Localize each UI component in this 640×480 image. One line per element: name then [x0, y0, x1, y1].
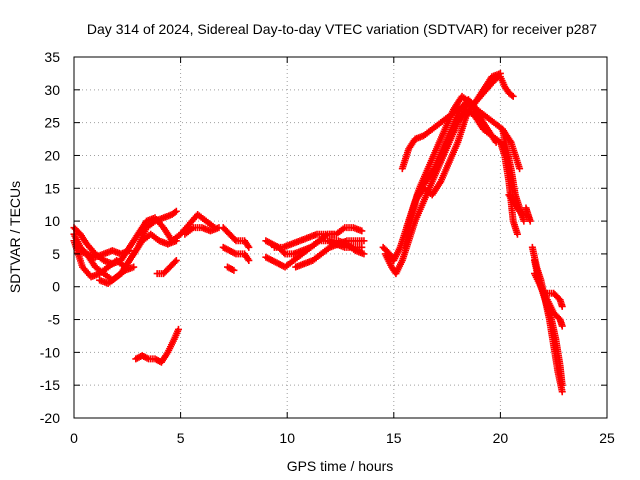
data-point-marker — [558, 381, 566, 389]
y-tick-label: -5 — [48, 312, 61, 328]
data-point-marker — [230, 266, 238, 274]
data-point-marker — [516, 165, 524, 173]
data-point-marker — [520, 217, 528, 225]
data-point-marker — [172, 207, 180, 215]
y-tick-label: -20 — [40, 410, 60, 426]
data-point-marker — [330, 230, 338, 238]
data-point-marker — [245, 256, 253, 264]
y-tick-label: -10 — [40, 344, 60, 360]
data-point-marker — [558, 322, 566, 330]
data-point-marker — [172, 237, 180, 245]
data-point-marker — [231, 235, 239, 243]
data-point-marker — [508, 91, 516, 99]
data-point-marker — [280, 249, 288, 257]
grid-layer — [74, 57, 607, 418]
data-point-marker — [171, 208, 179, 216]
y-axis-label: SDTVAR / TECUs — [7, 181, 23, 293]
plot-frame — [73, 56, 608, 419]
x-axis-label: GPS time / hours — [287, 458, 394, 474]
data-point-marker — [125, 247, 133, 255]
data-point-marker — [509, 92, 517, 100]
y-tick-label: -15 — [40, 377, 60, 393]
data-point-marker — [513, 230, 521, 238]
data-point-marker — [360, 250, 368, 258]
y-tick-label: 0 — [52, 279, 60, 295]
data-point-marker — [358, 227, 366, 235]
y-tick-label: 30 — [44, 82, 60, 98]
x-tick-label: 5 — [177, 430, 185, 446]
chart-title: Day 314 of 2024, Sidereal Day-to-day VTE… — [87, 21, 597, 37]
x-tick-label: 20 — [493, 430, 509, 446]
data-point-marker — [558, 302, 566, 310]
data-point-marker — [245, 243, 253, 251]
data-point-marker — [558, 388, 566, 396]
data-point-marker — [358, 243, 366, 251]
data-point-marker — [172, 256, 180, 264]
ticks-layer: 0 5 10 15 20 25 -20 -15 -10 -5 0 5 10 15 20 25 30 35 — [40, 49, 615, 446]
y-tick-label: 15 — [44, 180, 60, 196]
data-point-marker — [171, 258, 179, 266]
x-tick-label: 0 — [70, 430, 78, 446]
y-tick-label: 25 — [44, 115, 60, 131]
data-point-marker — [130, 263, 138, 271]
y-tick-label: 10 — [44, 213, 60, 229]
x-tick-label: 15 — [386, 430, 402, 446]
data-points-layer — [70, 69, 566, 396]
data-point-marker — [360, 237, 368, 245]
y-tick-label: 35 — [44, 49, 60, 65]
x-tick-label: 25 — [599, 430, 615, 446]
data-point-marker — [174, 325, 182, 333]
y-tick-label: 5 — [52, 246, 60, 262]
y-tick-label: 20 — [44, 147, 60, 163]
data-point-marker — [526, 217, 534, 225]
x-tick-label: 10 — [279, 430, 295, 446]
